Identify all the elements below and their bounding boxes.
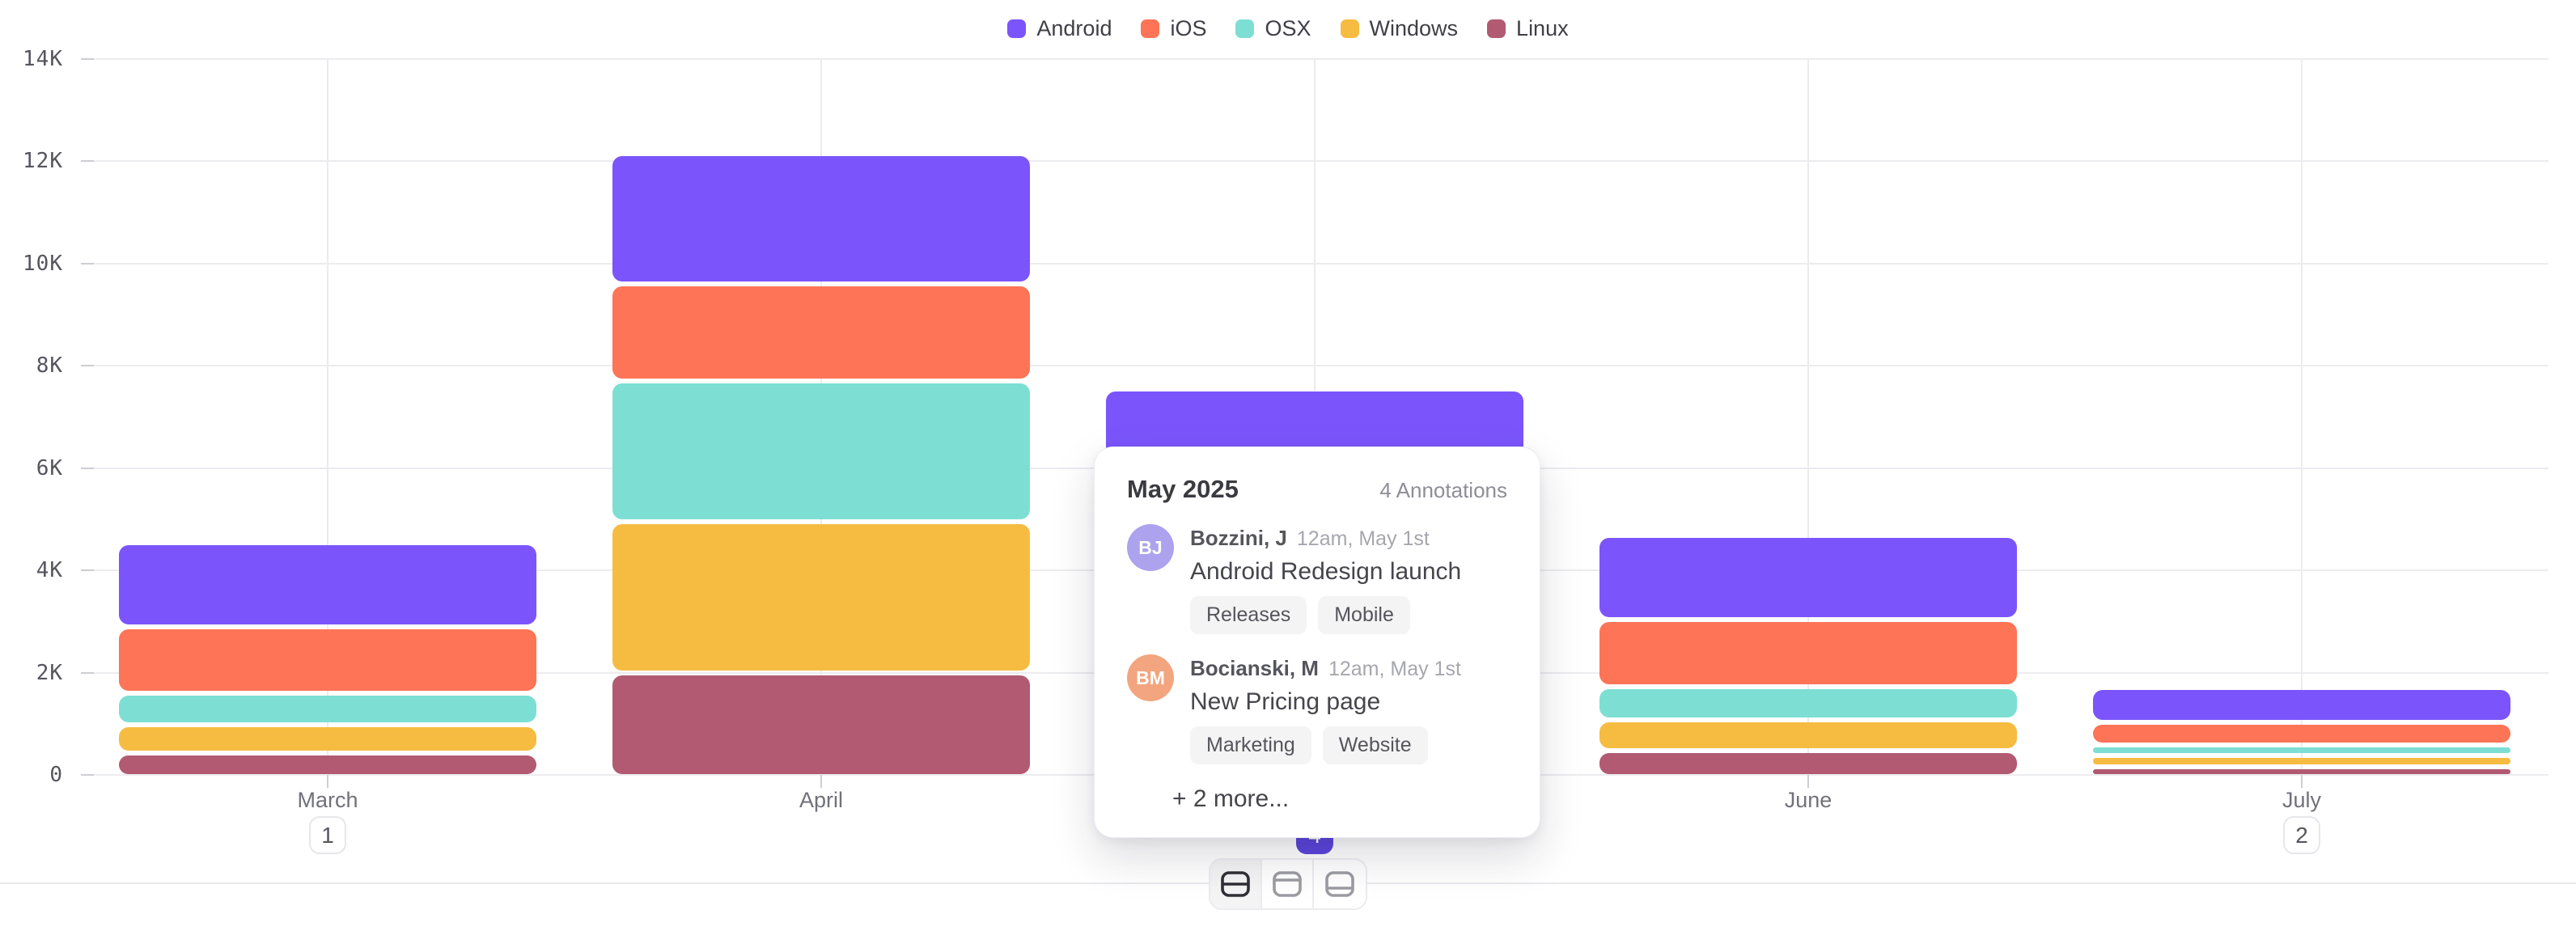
annotation-tags: Releases Mobile bbox=[1190, 596, 1461, 634]
y-axis-label: 4K bbox=[36, 558, 63, 583]
annotation-item: BM Bocianski, M 12am, May 1st New Pricing p… bbox=[1127, 654, 1507, 764]
tooltip-annotation-count: 4 Annotations bbox=[1379, 478, 1507, 502]
bar-segment-ios-march[interactable] bbox=[119, 628, 536, 691]
y-axis-tick bbox=[81, 671, 94, 674]
split-middle-icon bbox=[1221, 871, 1250, 897]
gridline-vertical bbox=[1807, 59, 1809, 775]
bar-segment-osx-april[interactable] bbox=[612, 383, 1030, 520]
panel-split-top-button[interactable] bbox=[1262, 860, 1314, 908]
annotation-title: New Pricing page bbox=[1190, 688, 1381, 715]
annotation-timestamp: 12am, May 1st bbox=[1296, 527, 1430, 550]
bar-segment-ios-april[interactable] bbox=[612, 286, 1030, 379]
show-more-annotations-link[interactable]: + 2 more... bbox=[1172, 785, 1290, 812]
y-axis-label: 8K bbox=[36, 353, 63, 379]
bar-segment-windows-june[interactable] bbox=[1599, 722, 2017, 748]
y-axis-tick bbox=[81, 467, 94, 469]
bar-segment-linux-july[interactable] bbox=[2093, 768, 2510, 774]
legend-swatch-linux bbox=[1487, 19, 1506, 38]
legend-swatch-osx bbox=[1235, 19, 1255, 38]
y-axis-tick bbox=[81, 774, 94, 776]
x-axis-label-april: April bbox=[799, 788, 844, 812]
bar-segment-windows-april[interactable] bbox=[612, 524, 1030, 671]
bar-segment-osx-june[interactable] bbox=[1599, 688, 2017, 717]
x-axis-label-march: March bbox=[297, 788, 358, 812]
y-axis-label: 0 bbox=[49, 763, 63, 787]
x-axis-label-july: July bbox=[2282, 788, 2322, 812]
legend-item-android[interactable]: Android bbox=[1007, 16, 1112, 41]
gridline-vertical bbox=[327, 59, 328, 775]
annotation-meta: Bocianski, M 12am, May 1st bbox=[1190, 656, 1461, 681]
split-top-icon bbox=[1273, 871, 1302, 897]
bar-segment-ios-july[interactable] bbox=[2093, 724, 2510, 743]
annotation-tag-mobile[interactable]: Mobile bbox=[1318, 596, 1410, 634]
annotation-count-badge-july[interactable]: 2 bbox=[2283, 816, 2320, 854]
annotation-count-badge-march[interactable]: 1 bbox=[309, 816, 346, 854]
y-axis-label: 10K bbox=[23, 251, 63, 276]
split-bottom-icon bbox=[1325, 871, 1354, 897]
gridline-vertical bbox=[2301, 59, 2303, 775]
tooltip-header: May 2025 4 Annotations bbox=[1127, 475, 1507, 504]
bar-segment-windows-july[interactable] bbox=[2093, 757, 2510, 764]
bar-segment-android-april[interactable] bbox=[612, 156, 1030, 282]
legend-label: iOS bbox=[1170, 16, 1207, 40]
annotation-tag-releases[interactable]: Releases bbox=[1190, 596, 1307, 634]
x-axis-tick bbox=[820, 775, 822, 788]
bar-segment-linux-march[interactable] bbox=[119, 755, 536, 774]
panel-layout-toolbar bbox=[1209, 858, 1367, 910]
legend-item-osx[interactable]: OSX bbox=[1235, 16, 1311, 41]
annotation-timestamp: 12am, May 1st bbox=[1328, 658, 1461, 680]
x-axis-tick bbox=[1807, 775, 1809, 788]
bar-segment-android-july[interactable] bbox=[2093, 690, 2510, 720]
legend-swatch-ios bbox=[1141, 19, 1160, 38]
annotation-item: BJ Bozzini, J 12am, May 1st Android Redesig… bbox=[1127, 524, 1507, 634]
panel-split-middle-button[interactable] bbox=[1210, 860, 1262, 908]
y-axis-tick bbox=[81, 569, 94, 572]
legend-item-windows[interactable]: Windows bbox=[1340, 16, 1459, 41]
tooltip-title: May 2025 bbox=[1127, 475, 1239, 503]
y-axis-tick bbox=[81, 58, 94, 60]
y-axis-tick bbox=[81, 262, 94, 265]
annotation-list: BJ Bozzini, J 12am, May 1st Android Redesig… bbox=[1127, 524, 1507, 764]
legend-label: Windows bbox=[1369, 16, 1459, 40]
annotation-author: Bozzini, J bbox=[1190, 526, 1287, 550]
annotation-tag-marketing[interactable]: Marketing bbox=[1190, 726, 1311, 764]
bar-segment-linux-april[interactable] bbox=[612, 675, 1030, 774]
y-axis-label: 6K bbox=[36, 455, 63, 480]
legend-label: Linux bbox=[1516, 16, 1569, 40]
bar-segment-osx-march[interactable] bbox=[119, 695, 536, 723]
annotation-title: Android Redesign launch bbox=[1190, 558, 1462, 585]
annotation-body: Bocianski, M 12am, May 1st New Pricing pag… bbox=[1190, 654, 1461, 764]
avatar: BJ bbox=[1127, 524, 1174, 571]
panel-split-bottom-button[interactable] bbox=[1314, 860, 1366, 908]
bar-segment-android-june[interactable] bbox=[1599, 538, 2017, 618]
y-axis-tick bbox=[81, 365, 94, 367]
y-axis-label: 12K bbox=[23, 149, 63, 174]
x-axis-label-june: June bbox=[1784, 788, 1832, 812]
bar-segment-android-march[interactable] bbox=[119, 544, 536, 624]
bar-segment-windows-march[interactable] bbox=[119, 727, 536, 751]
chart-legend: Android iOS OSX Windows Linux bbox=[0, 16, 2576, 41]
x-axis-tick bbox=[327, 775, 328, 788]
legend-label: OSX bbox=[1265, 16, 1311, 40]
annotation-author: Bocianski, M bbox=[1190, 656, 1319, 680]
y-axis-label: 2K bbox=[36, 660, 63, 685]
x-axis-tick bbox=[2301, 775, 2303, 788]
legend-item-linux[interactable]: Linux bbox=[1487, 16, 1569, 41]
legend-swatch-android bbox=[1007, 19, 1027, 38]
legend-label: Android bbox=[1036, 16, 1112, 40]
annotations-tooltip: May 2025 4 Annotations BJ Bozzini, J 12am,… bbox=[1094, 446, 1540, 838]
bar-segment-ios-june[interactable] bbox=[1599, 622, 2017, 684]
y-axis-tick bbox=[81, 160, 94, 163]
y-axis-label: 14K bbox=[23, 47, 63, 71]
annotation-tags: Marketing Website bbox=[1190, 726, 1461, 764]
annotation-tag-website[interactable]: Website bbox=[1322, 726, 1428, 764]
annotation-body: Bozzini, J 12am, May 1st Android Redesign … bbox=[1190, 524, 1461, 634]
legend-item-ios[interactable]: iOS bbox=[1141, 16, 1206, 41]
avatar: BM bbox=[1127, 654, 1174, 701]
bar-segment-osx-july[interactable] bbox=[2093, 747, 2510, 753]
legend-swatch-windows bbox=[1340, 19, 1359, 38]
annotation-meta: Bozzini, J 12am, May 1st bbox=[1190, 526, 1461, 551]
bar-segment-linux-june[interactable] bbox=[1599, 752, 2017, 774]
